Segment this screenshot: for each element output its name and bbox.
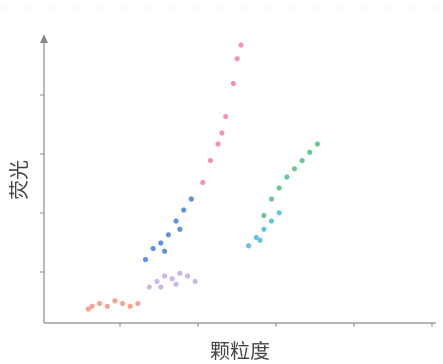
data-point	[150, 245, 156, 252]
data-point	[162, 273, 168, 279]
data-point	[223, 113, 229, 120]
data-point	[230, 80, 236, 87]
data-point	[177, 226, 183, 232]
data-point	[307, 149, 313, 155]
data-point	[158, 284, 164, 290]
data-point	[284, 174, 290, 180]
data-point	[261, 226, 267, 232]
data-point	[246, 243, 252, 249]
data-point	[188, 196, 194, 202]
y-axis-arrow-icon	[40, 34, 48, 43]
data-point	[177, 270, 183, 276]
data-point	[291, 166, 298, 172]
y-axis-label: 荧光	[7, 160, 31, 200]
data-point	[276, 210, 282, 216]
data-point	[215, 141, 221, 147]
data-point	[119, 300, 126, 307]
data-point	[261, 212, 267, 219]
data-point	[146, 284, 152, 290]
data-point	[173, 218, 179, 224]
data-point	[127, 303, 133, 309]
data-point	[104, 303, 110, 309]
data-point	[219, 130, 225, 136]
data-point	[276, 185, 282, 191]
data-point	[257, 237, 263, 243]
data-point	[314, 141, 320, 147]
data-point	[268, 218, 275, 224]
data-point	[142, 256, 149, 263]
data-point	[253, 234, 259, 241]
axes	[40, 34, 436, 327]
data-point	[165, 232, 172, 238]
data-point	[184, 273, 191, 279]
data-point	[85, 306, 91, 312]
data-point	[97, 300, 103, 307]
data-point	[162, 248, 168, 254]
data-point	[89, 303, 95, 309]
data-point	[112, 298, 118, 304]
data-point	[238, 42, 244, 48]
data-point	[192, 278, 198, 285]
data-point	[200, 179, 206, 186]
data-point	[169, 276, 175, 282]
data-point	[299, 157, 305, 164]
data-point	[135, 300, 141, 307]
x-axis-label: 颗粒度	[210, 339, 270, 363]
data-point	[181, 207, 187, 213]
data-point	[158, 240, 164, 246]
data-point	[234, 56, 240, 62]
data-point	[154, 278, 160, 285]
data-point	[207, 157, 214, 164]
data-point	[268, 196, 275, 202]
data-point	[173, 281, 179, 287]
data-points	[85, 42, 320, 312]
